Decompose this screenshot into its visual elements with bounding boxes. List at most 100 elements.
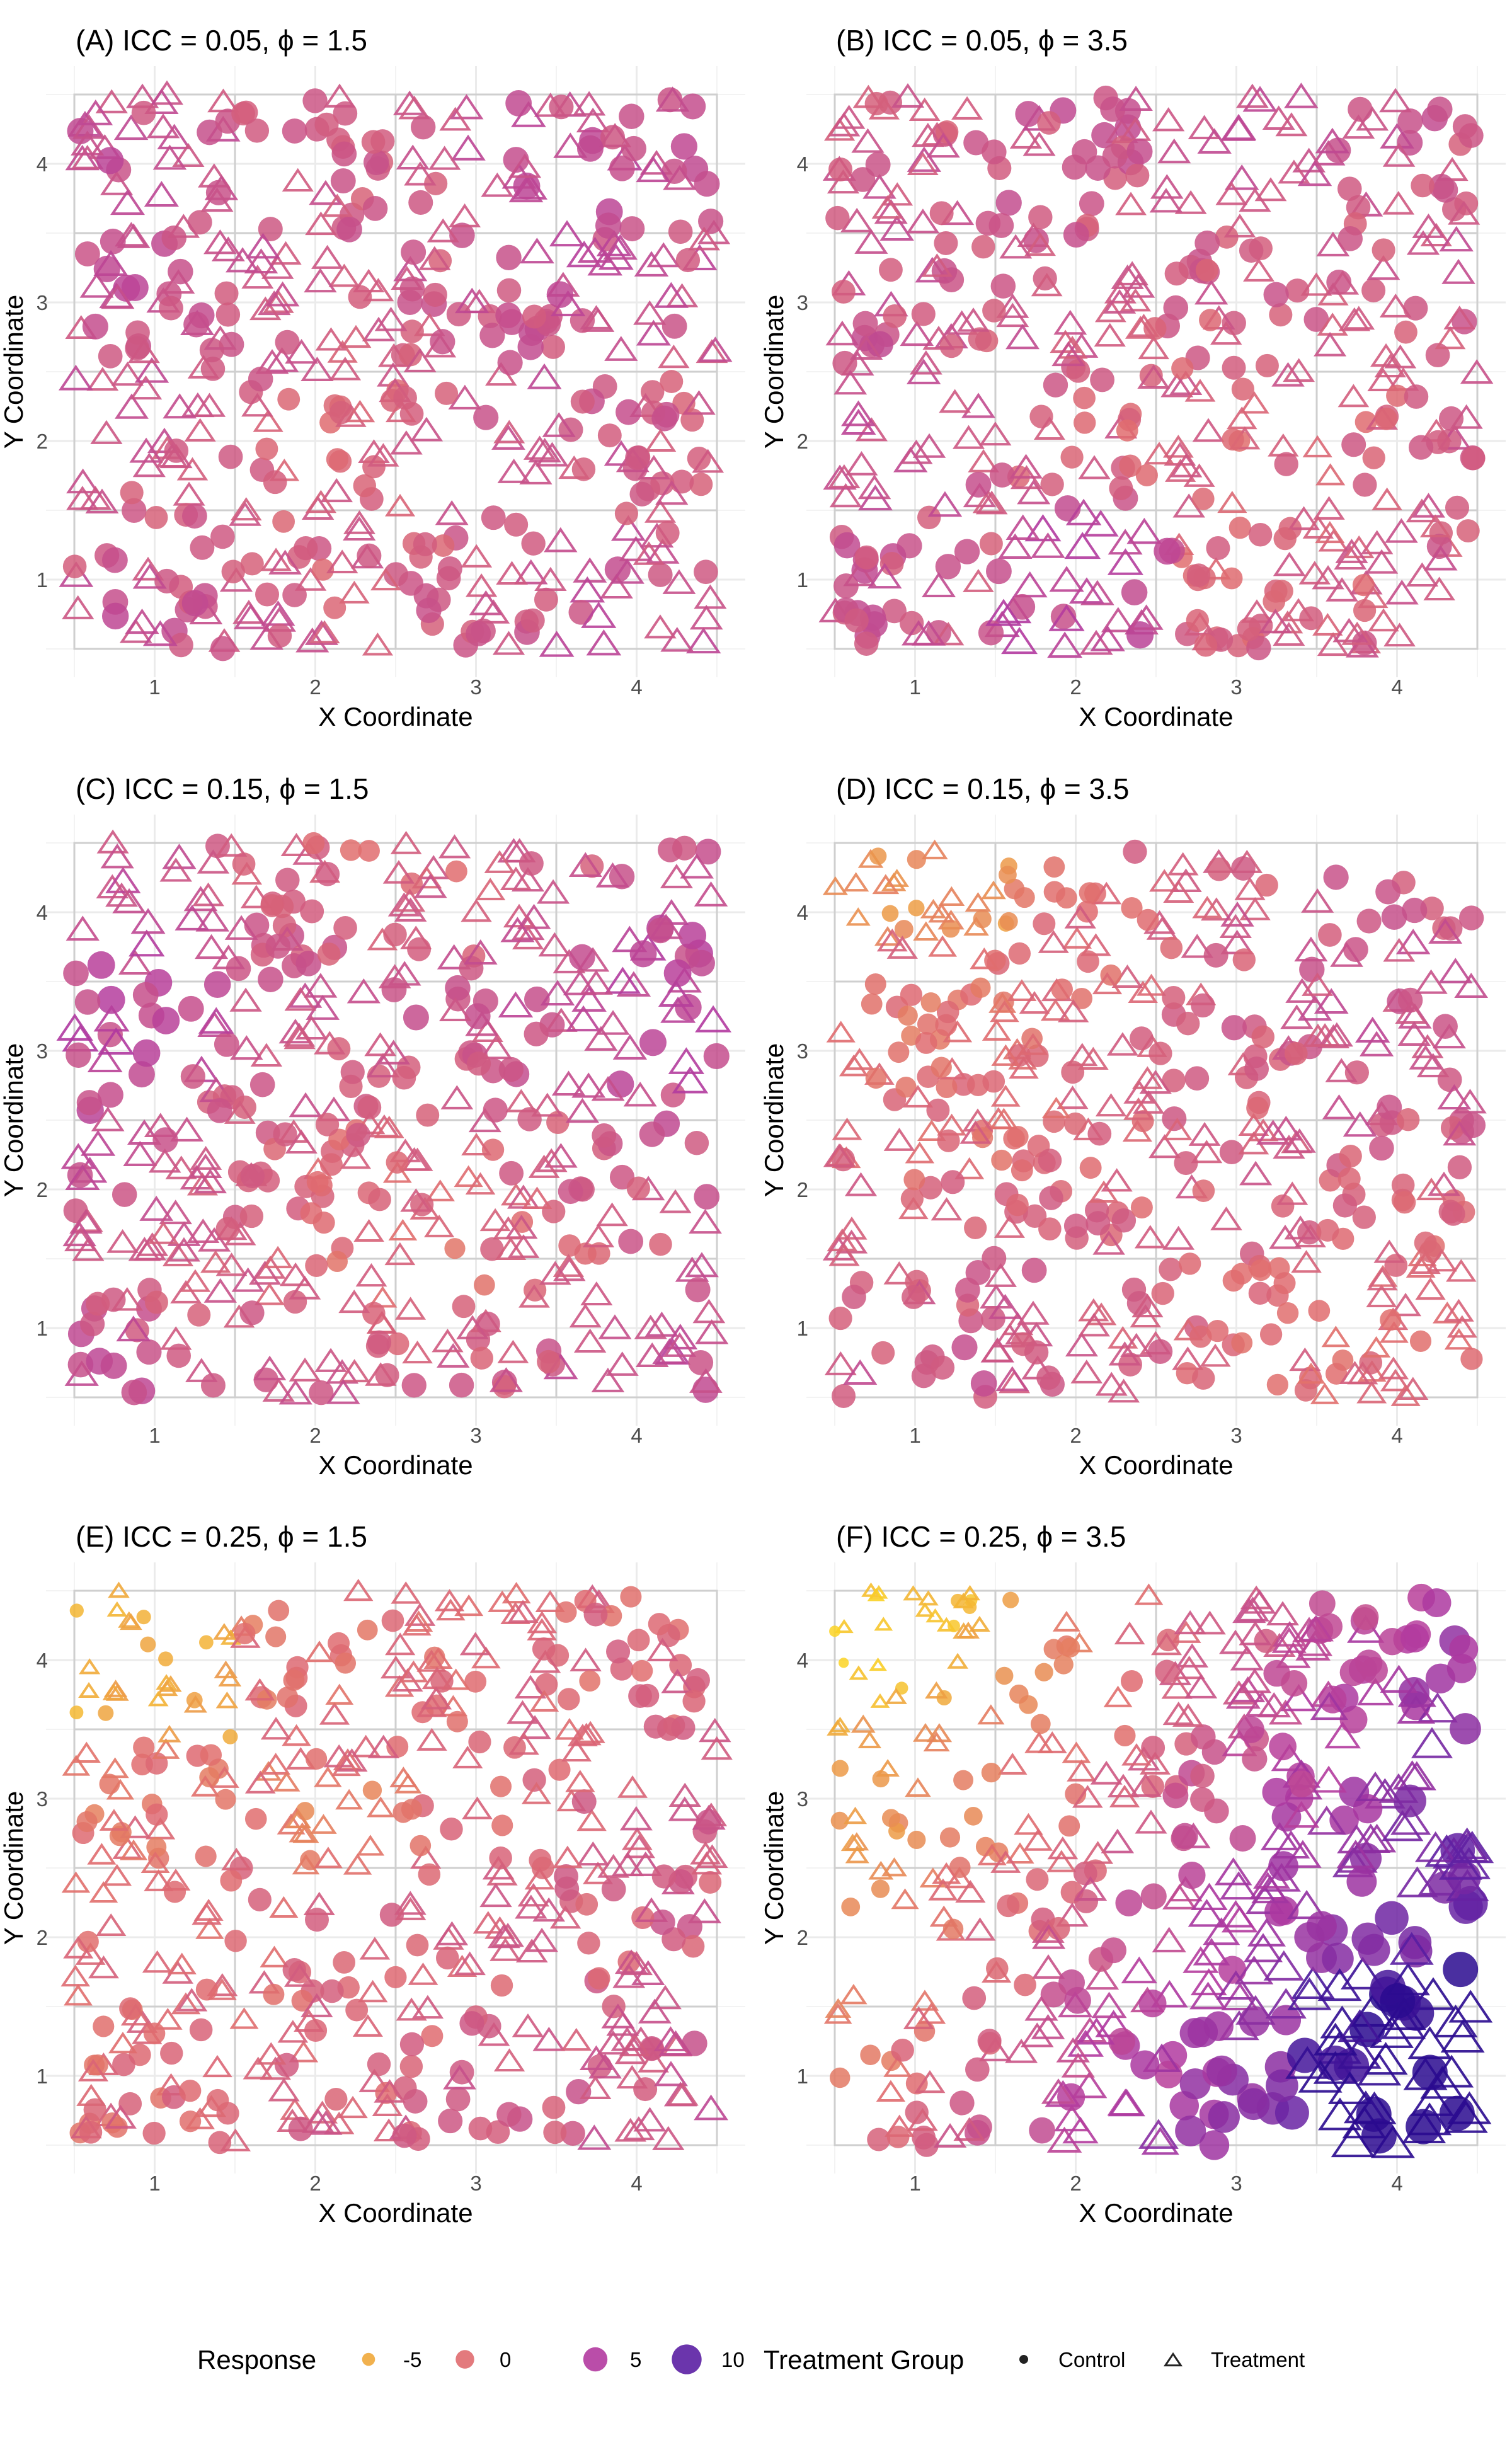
treatment-point xyxy=(309,2110,343,2135)
treatment-point xyxy=(644,499,677,523)
control-point xyxy=(375,1363,399,1387)
treatment-point xyxy=(311,244,344,269)
treatment-point xyxy=(532,2027,566,2051)
treatment-point xyxy=(938,886,965,906)
control-point xyxy=(179,2110,202,2133)
treatment-point xyxy=(1414,969,1448,994)
treatment-point xyxy=(240,885,272,908)
control-point xyxy=(1248,522,1273,547)
treatment-point xyxy=(1001,627,1038,655)
control-point xyxy=(883,304,907,328)
control-point xyxy=(575,1893,598,1916)
treatment-point xyxy=(652,1338,687,1364)
control-point xyxy=(1375,879,1401,905)
control-point xyxy=(302,88,328,113)
treatment-point xyxy=(1131,1066,1163,1089)
x-tick-label: 1 xyxy=(909,675,920,699)
treatment-point xyxy=(353,268,385,293)
treatment-point xyxy=(959,1120,992,1144)
treatment-point xyxy=(305,211,337,236)
x-tick-label: 4 xyxy=(631,1424,642,1447)
treatment-point xyxy=(484,850,515,873)
treatment-point xyxy=(518,1715,551,1739)
treatment-point xyxy=(841,400,876,427)
treatment-point xyxy=(118,949,152,975)
control-point xyxy=(1445,495,1470,520)
treatment-point xyxy=(868,1860,894,1880)
treatment-point xyxy=(1383,937,1416,962)
treatment-point xyxy=(1363,2042,1408,2075)
treatment-point xyxy=(269,1896,299,1918)
treatment-point xyxy=(695,1005,732,1033)
treatment-point xyxy=(1151,1632,1183,1656)
control-point xyxy=(98,344,123,369)
treatment-point xyxy=(536,879,570,904)
control-point xyxy=(1237,617,1261,641)
control-point xyxy=(459,956,484,981)
treatment-point xyxy=(554,1717,585,1740)
treatment-point xyxy=(193,1898,224,1921)
treatment-point xyxy=(503,903,536,928)
control-point xyxy=(272,510,295,533)
control-point xyxy=(282,1958,307,1982)
treatment-point xyxy=(1385,580,1419,605)
treatment-point xyxy=(146,113,180,139)
treatment-point xyxy=(377,1040,411,1065)
control-point xyxy=(1206,536,1230,560)
treatment-point xyxy=(933,2122,967,2148)
treatment-point xyxy=(685,627,721,654)
treatment-point xyxy=(1310,1382,1339,1404)
control-point xyxy=(1393,1191,1416,1214)
treatment-point xyxy=(471,1646,501,1669)
treatment-point xyxy=(411,1995,444,2019)
control-point xyxy=(161,225,186,251)
control-point xyxy=(828,1306,852,1331)
control-point xyxy=(1452,114,1478,139)
treatment-point xyxy=(319,1702,350,1725)
control-point xyxy=(306,1171,329,1193)
treatment-point xyxy=(822,876,849,895)
treatment-point xyxy=(1242,86,1278,112)
control-point xyxy=(1460,1348,1483,1370)
control-point xyxy=(200,1373,226,1398)
treatment-point xyxy=(612,1963,646,1988)
control-point xyxy=(111,1822,132,1843)
treatment-point xyxy=(1053,2104,1090,2132)
treatment-point xyxy=(390,430,423,455)
treatment-point xyxy=(519,460,553,484)
control-point xyxy=(1378,1627,1406,1656)
control-point xyxy=(1391,1173,1415,1197)
treatment-point xyxy=(1373,1239,1406,1263)
treatment-point xyxy=(388,1218,418,1240)
treatment-point xyxy=(355,1263,387,1287)
treatment-point xyxy=(1326,270,1360,295)
treatment-point xyxy=(1450,1831,1494,1864)
control-point xyxy=(1222,355,1246,380)
treatment-point xyxy=(1188,1899,1226,1927)
treatment-point xyxy=(200,1250,231,1273)
treatment-point xyxy=(1389,1932,1434,1965)
control-point xyxy=(181,503,207,529)
control-point xyxy=(1353,1604,1379,1630)
treatment-point xyxy=(1278,159,1310,184)
treatment-point xyxy=(1217,1900,1254,1928)
control-point xyxy=(358,840,380,862)
control-point xyxy=(639,1121,665,1147)
control-point xyxy=(1356,908,1382,934)
treatment-point xyxy=(667,2082,699,2106)
control-point xyxy=(478,304,502,329)
control-point xyxy=(86,1292,110,1316)
treatment-point xyxy=(449,94,484,120)
treatment-point xyxy=(1230,1676,1266,1702)
treatment-point xyxy=(450,134,486,161)
treatment-point xyxy=(988,1293,1022,1319)
control-point xyxy=(672,391,696,415)
control-point xyxy=(1251,1025,1275,1049)
treatment-point xyxy=(652,2126,685,2150)
treatment-point xyxy=(872,874,900,895)
control-point xyxy=(1237,1716,1264,1743)
treatment-point xyxy=(374,2079,406,2103)
control-point xyxy=(1076,900,1098,923)
control-point xyxy=(832,1760,849,1777)
treatment-point xyxy=(1310,1692,1349,1721)
